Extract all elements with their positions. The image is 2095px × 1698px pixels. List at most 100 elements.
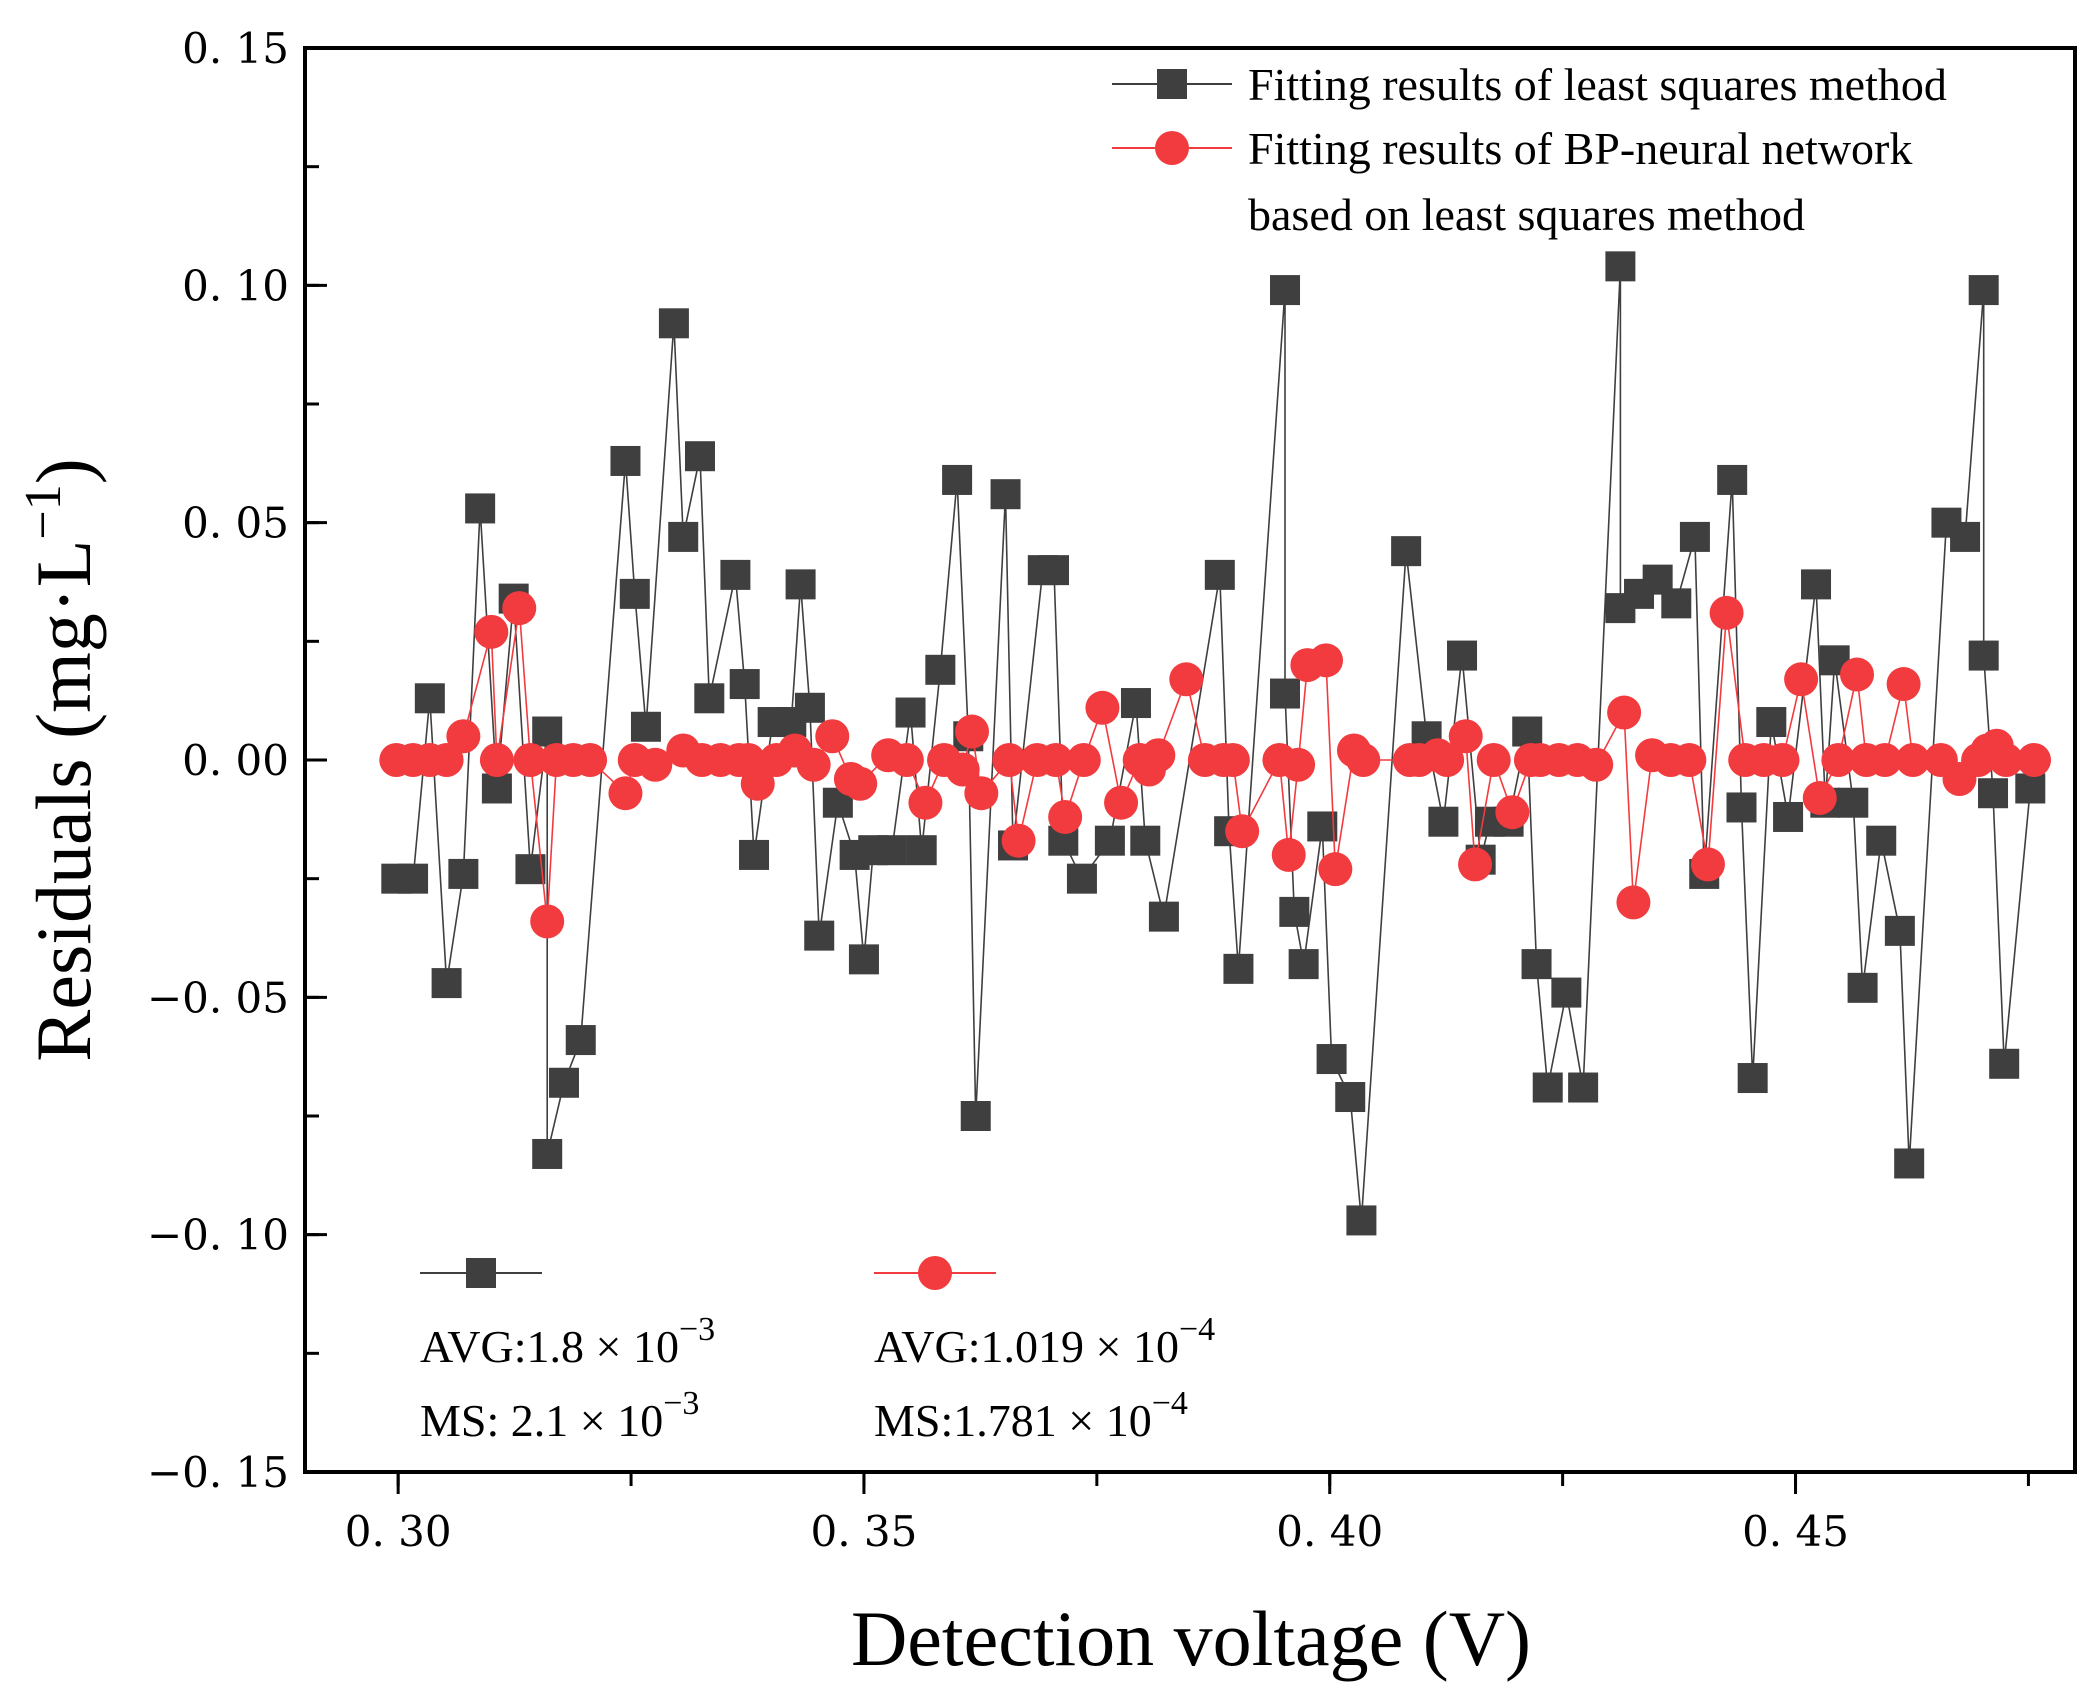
- data-point-square: [610, 445, 641, 476]
- data-point-circle: [1281, 747, 1316, 782]
- legend-label: Fitting results of BP-neural network: [1248, 123, 1912, 174]
- data-point-circle: [1765, 743, 1800, 777]
- data-point-circle: [1476, 743, 1511, 777]
- data-point-circle: [992, 743, 1027, 777]
- data-point-square: [1270, 678, 1301, 709]
- data-point-square: [1551, 977, 1582, 1008]
- data-point-square: [1950, 521, 1981, 552]
- data-point-circle: [474, 614, 509, 649]
- data-point-square: [1989, 1048, 2020, 1079]
- data-point-square: [1838, 787, 1869, 818]
- data-point-circle: [1840, 657, 1875, 692]
- data-point-circle: [1895, 743, 1930, 777]
- data-point-square: [414, 683, 445, 714]
- y-axis-title-superscript: −1: [15, 484, 72, 539]
- avg-label: AVG:1.019 × 10−4: [874, 1311, 1215, 1372]
- data-point-circle: [1821, 743, 1856, 777]
- axes: 0. 15 0. 10 0. 05 0. 00 −0. 05 −0. 10 −0. 15 0.…: [147, 24, 2077, 1556]
- data-point-circle: [573, 743, 608, 777]
- data-point-circle: [815, 719, 850, 754]
- data-point-square: [1204, 559, 1235, 590]
- data-point-circle: [1318, 852, 1353, 887]
- ms-label: MS:1.781 × 10−4: [874, 1385, 1188, 1446]
- data-point-circle: [502, 591, 537, 626]
- data-point-square: [925, 654, 956, 685]
- data-point-square: [1605, 251, 1636, 282]
- data-point-square: [1038, 555, 1069, 586]
- data-point-circle: [1001, 823, 1036, 858]
- data-point-square: [532, 716, 563, 747]
- data-point-square: [448, 858, 479, 889]
- data-point-circle: [1085, 690, 1120, 725]
- data-point-circle: [1495, 795, 1530, 830]
- y-tick-label: 0. 05: [182, 499, 289, 548]
- data-point-circle: [530, 904, 565, 939]
- data-point-circle: [1048, 799, 1083, 834]
- data-point-square: [658, 308, 689, 339]
- data-point-square: [532, 1138, 563, 1169]
- data-point-circle: [1579, 747, 1614, 782]
- legend: Fitting results of least squares method F…: [1112, 59, 1947, 240]
- stats-legend-marker: [466, 1258, 496, 1288]
- data-point-square: [565, 1025, 596, 1056]
- data-point-circle: [1989, 743, 2024, 777]
- data-point-circle: [1066, 743, 1101, 777]
- data-point-square: [481, 773, 512, 804]
- data-point-square: [1130, 825, 1161, 856]
- data-point-square: [720, 559, 751, 590]
- data-point-circle: [796, 747, 831, 782]
- data-point-circle: [1430, 743, 1465, 777]
- data-point-circle: [2017, 743, 2052, 777]
- data-point-circle: [955, 714, 990, 749]
- data-point-square: [1288, 949, 1319, 980]
- data-point-square: [906, 835, 937, 866]
- data-point-circle: [1271, 837, 1306, 872]
- data-point-square: [431, 968, 462, 999]
- data-point-circle: [1886, 667, 1921, 702]
- data-point-square: [1847, 972, 1878, 1003]
- data-point-circle: [1616, 885, 1651, 920]
- data-point-circle: [964, 776, 999, 811]
- data-point-circle: [638, 747, 673, 782]
- data-point-circle: [429, 743, 464, 777]
- data-point-square: [942, 464, 973, 495]
- data-point-circle: [1104, 785, 1139, 820]
- data-point-square: [398, 863, 429, 894]
- data-point-circle: [608, 776, 643, 811]
- data-point-square: [794, 692, 825, 723]
- data-point-square: [1346, 1205, 1377, 1236]
- data-point-square: [960, 1101, 991, 1131]
- y-axis-title-close: ): [20, 458, 107, 484]
- data-point-square: [1120, 688, 1151, 719]
- data-point-circle: [1309, 643, 1344, 678]
- data-point-square: [1447, 640, 1478, 671]
- x-tick-label: 0. 35: [811, 1507, 918, 1556]
- data-point-square: [1521, 949, 1552, 980]
- data-point-square: [694, 683, 725, 714]
- data-point-square: [548, 1067, 579, 1098]
- data-point-square: [1661, 588, 1692, 619]
- data-point-square: [1737, 1063, 1768, 1094]
- data-point-circle: [1169, 662, 1204, 697]
- data-point-square: [668, 521, 699, 552]
- data-point-square: [2015, 773, 2046, 804]
- data-point-square: [1773, 801, 1804, 832]
- data-point-square: [1532, 1072, 1563, 1103]
- data-point-circle: [1607, 695, 1642, 730]
- data-point-square: [1968, 275, 1999, 306]
- x-tick-label: 0. 45: [1742, 1507, 1849, 1556]
- data-point-square: [1335, 1082, 1366, 1113]
- y-axis-title-main: Residuals (mg·L: [20, 540, 107, 1062]
- data-point-square: [785, 569, 816, 600]
- data-point-circle: [1690, 847, 1725, 882]
- data-point-square: [1866, 825, 1897, 856]
- y-axis-title: Residuals (mg·L−1): [15, 458, 107, 1061]
- data-point-square: [1884, 915, 1915, 946]
- data-point-circle: [1867, 743, 1902, 777]
- data-point-square: [1968, 640, 1999, 671]
- data-point-circle: [1346, 743, 1381, 777]
- avg-label: AVG:1.8 × 10−3: [420, 1311, 715, 1372]
- data-point-circle: [843, 766, 878, 801]
- data-point-square: [804, 920, 835, 951]
